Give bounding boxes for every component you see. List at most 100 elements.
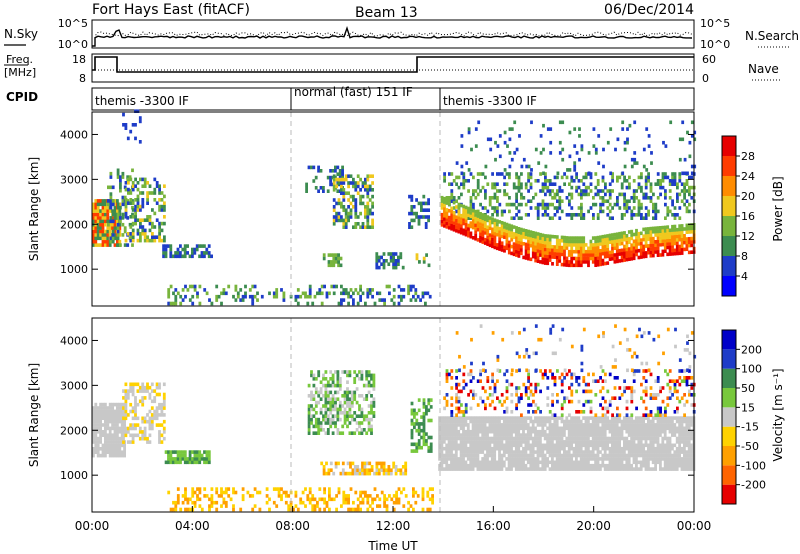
velocity-cell [129, 433, 133, 438]
power-cell [410, 205, 414, 209]
velocity-cell [129, 423, 133, 427]
velocity-cell [355, 373, 359, 378]
power-band-cell [488, 236, 492, 241]
power-band-cell [632, 242, 636, 247]
velocity-cell [551, 440, 554, 444]
power-cell [167, 244, 170, 248]
velocity-cell [524, 443, 528, 448]
power-band-cell [651, 253, 655, 258]
velocity-cell [348, 407, 352, 412]
power-cell [330, 253, 333, 257]
power-cell [113, 222, 117, 227]
velocity-cell [663, 460, 667, 465]
velocity-cell [615, 446, 619, 451]
velocity-cell [627, 433, 631, 437]
velocity-cell [507, 460, 511, 465]
velocity-cell [651, 429, 655, 434]
power-band-cell [493, 225, 497, 229]
velocity-cell [120, 423, 124, 427]
power-cell [167, 291, 171, 296]
velocity-cell [466, 416, 470, 420]
velocity-cell [498, 419, 501, 424]
velocity-cell [207, 450, 211, 454]
power-band-cell [572, 236, 576, 240]
velocity-cell [582, 436, 585, 441]
power-cell [99, 212, 102, 217]
velocity-cell [346, 394, 349, 398]
velocity-cell [498, 467, 501, 471]
velocity-cell [158, 433, 161, 438]
power-band-cell [474, 216, 478, 221]
velocity-cell [661, 450, 665, 454]
power-cell [354, 288, 358, 292]
power-cell [542, 171, 545, 176]
velocity-cell [486, 460, 489, 465]
velocity-cell [630, 416, 633, 420]
power-cell [116, 202, 120, 207]
power-cell [241, 294, 245, 299]
velocity-cell [370, 417, 373, 422]
power-cell [104, 219, 107, 224]
velocity-cell [505, 386, 509, 390]
velocity-cell [410, 422, 414, 426]
velocity-cell [656, 423, 660, 427]
power-cell [647, 175, 650, 180]
velocity-cell [644, 453, 648, 458]
power-cell [548, 192, 552, 197]
power-cell [476, 172, 480, 176]
velocity-cell [651, 453, 655, 458]
velocity-cell [341, 411, 345, 415]
velocity-cell [317, 370, 321, 374]
power-band-cell [440, 219, 444, 224]
velocity-cell [113, 436, 117, 441]
velocity-cell [548, 446, 552, 451]
power-band-cell [678, 224, 682, 228]
velocity-cell [326, 394, 330, 398]
power-band-cell [611, 233, 614, 237]
velocity-cell [116, 433, 119, 437]
velocity-cell [575, 433, 578, 437]
velocity-cell [471, 419, 475, 424]
velocity-cell [558, 429, 561, 434]
power-band-cell [659, 239, 662, 244]
power-band-cell [584, 253, 588, 257]
velocity-cell [596, 450, 600, 454]
velocity-cell [343, 411, 347, 415]
power-cell [529, 199, 533, 203]
velocity-cell [111, 450, 114, 454]
power-band-cell [447, 226, 451, 230]
velocity-cell [647, 450, 650, 454]
velocity-cell [452, 436, 456, 441]
power-cell [215, 294, 219, 299]
power-band-cell [503, 228, 506, 233]
velocity-cell [472, 376, 475, 380]
velocity-cell [647, 457, 650, 461]
power-cell [666, 175, 670, 180]
power-band-cell [668, 231, 672, 236]
velocity-cell [334, 414, 337, 418]
velocity-cell [673, 429, 677, 434]
power-band-cell [462, 228, 466, 233]
power-cell [92, 216, 95, 220]
velocity-cell [656, 446, 660, 451]
velocity-cell [505, 379, 509, 383]
velocity-cell [649, 429, 653, 434]
power-cell [99, 199, 102, 203]
power-colorbar-tick: 4 [741, 270, 748, 283]
velocity-cell [512, 443, 516, 448]
power-band-cell [455, 218, 458, 223]
velocity-cell [620, 423, 624, 427]
velocity-cell [635, 419, 638, 424]
power-cell [191, 254, 194, 259]
power-cell [467, 130, 471, 135]
velocity-cell [594, 460, 597, 465]
velocity-cell [613, 436, 617, 441]
velocity-cell [608, 460, 612, 465]
velocity-cell [447, 443, 451, 448]
velocity-cell [493, 443, 497, 448]
power-cell [676, 213, 679, 217]
velocity-cell [546, 463, 549, 468]
velocity-cell [467, 393, 470, 397]
power-band-cell [524, 249, 528, 253]
velocity-cell [445, 429, 449, 434]
